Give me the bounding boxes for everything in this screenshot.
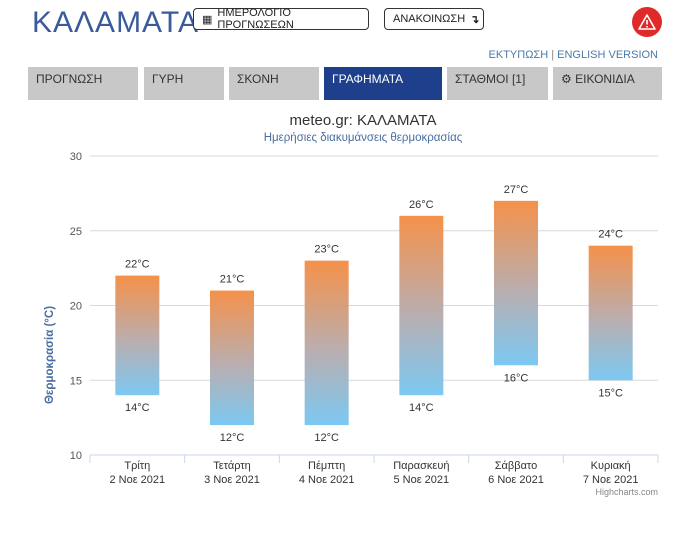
- tab-icons[interactable]: ⚙ ΕΙΚΟΝΙΔΙΑ: [553, 67, 662, 100]
- print-link[interactable]: ΕΚΤΥΠΩΣΗ: [488, 49, 549, 61]
- calendar-icon: ▦: [202, 13, 213, 26]
- tab-charts[interactable]: ΓΡΑΦΗΜΑΤΑ: [324, 67, 442, 100]
- link-separator: |: [551, 49, 555, 61]
- x-tick-label-day: Τρίτη: [124, 460, 150, 472]
- high-temp-label: 22°C: [125, 259, 150, 271]
- announcement-button[interactable]: ΑΝΑΚΟΙΝΩΣΗ ↴: [384, 8, 484, 30]
- high-temp-label: 24°C: [598, 229, 623, 241]
- chart-subtitle: Ημερήσιες διακυμάνσεις θερμοκρασίας: [264, 132, 463, 144]
- tab-label: ΓΡΑΦΗΜΑΤΑ: [332, 72, 404, 86]
- y-tick-label: 30: [70, 151, 82, 163]
- high-temp-label: 27°C: [504, 184, 529, 196]
- tab-dust[interactable]: ΣΚΟΝΗ: [229, 67, 319, 100]
- y-tick-label: 15: [70, 375, 82, 387]
- calendar-button[interactable]: ▦ ΗΜΕΡΟΛΟΓΙΟ ΠΡΟΓΝΩΣΕΩΝ: [193, 7, 369, 31]
- warning-icon: [638, 14, 656, 30]
- high-temp-label: 23°C: [314, 244, 339, 256]
- x-tick-label-date: 2 Νοε 2021: [109, 474, 165, 486]
- temperature-bar: [588, 245, 633, 381]
- temperature-bar: [494, 200, 538, 366]
- x-tick-label-day: Σάββατο: [495, 460, 537, 472]
- low-temp-label: 15°C: [598, 387, 623, 399]
- x-tick-label-day: Παρασκευή: [393, 460, 449, 472]
- x-tick-label-day: Τετάρτη: [213, 460, 251, 472]
- high-temp-label: 26°C: [409, 199, 434, 211]
- y-tick-label: 25: [70, 226, 82, 238]
- temperature-chart: meteo.gr: ΚΑΛΑΜΑΤΑ Ημερήσιες διακυμάνσει…: [44, 112, 659, 497]
- low-temp-label: 14°C: [409, 402, 434, 414]
- x-tick-label-date: 3 Νοε 2021: [204, 474, 260, 486]
- tab-label: ΣΚΟΝΗ: [237, 72, 279, 86]
- gear-icon: ⚙: [561, 72, 572, 86]
- low-temp-label: 14°C: [125, 402, 150, 414]
- chart-title: meteo.gr: ΚΑΛΑΜΑΤΑ: [289, 112, 436, 129]
- x-tick-label-date: 4 Νοε 2021: [299, 474, 355, 486]
- x-tick-label-date: 6 Νοε 2021: [488, 474, 544, 486]
- english-version-link[interactable]: ENGLISH VERSION: [557, 49, 658, 61]
- y-tick-label: 10: [70, 450, 82, 462]
- temperature-bar: [210, 290, 254, 426]
- y-tick-label: 20: [70, 301, 82, 313]
- tab-label: ΕΙΚΟΝΙΔΙΑ: [575, 72, 635, 86]
- tab-pollen[interactable]: ΓΥΡΗ: [144, 67, 224, 100]
- temperature-bar: [399, 215, 444, 396]
- x-tick-label-date: 7 Νοε 2021: [583, 474, 639, 486]
- arrow-turn-down-icon: ↴: [470, 13, 480, 26]
- tab-label: ΠΡΟΓΝΩΣΗ: [36, 72, 103, 86]
- low-temp-label: 12°C: [220, 432, 245, 444]
- announcement-button-label: ΑΝΑΚΟΙΝΩΣΗ: [393, 13, 466, 25]
- low-temp-label: 16°C: [504, 372, 529, 384]
- x-tick-label-day: Πέμπτη: [308, 460, 345, 472]
- x-tick-label-day: Κυριακή: [591, 460, 631, 472]
- tab-stations[interactable]: ΣΤΑΘΜΟΙ [1]: [447, 67, 548, 100]
- header-links: ΕΚΤΥΠΩΣΗ | ENGLISH VERSION: [489, 49, 658, 61]
- y-axis-label: Θερμοκρασία (°C): [44, 306, 56, 404]
- page-title: ΚΑΛΑΜΑΤΑ: [32, 6, 199, 39]
- calendar-button-label: ΗΜΕΡΟΛΟΓΙΟ ΠΡΟΓΝΩΣΕΩΝ: [217, 7, 294, 31]
- chart-credits[interactable]: Highcharts.com: [595, 487, 658, 497]
- tab-label: ΓΥΡΗ: [152, 72, 184, 86]
- tab-label: ΣΤΑΘΜΟΙ [1]: [455, 72, 526, 86]
- temperature-bar: [304, 260, 349, 426]
- high-temp-label: 21°C: [220, 274, 245, 286]
- alert-button[interactable]: [632, 7, 662, 37]
- temperature-bar: [115, 275, 160, 396]
- low-temp-label: 12°C: [314, 432, 339, 444]
- x-tick-label-date: 5 Νοε 2021: [393, 474, 449, 486]
- tab-forecast[interactable]: ΠΡΟΓΝΩΣΗ: [28, 67, 138, 100]
